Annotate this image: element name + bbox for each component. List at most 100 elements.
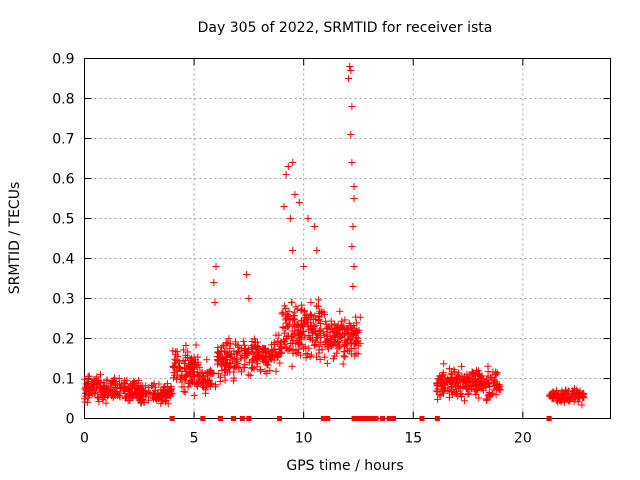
data-point [280, 338, 288, 346]
data-point [248, 364, 256, 372]
data-point [347, 332, 355, 340]
data-point [125, 385, 133, 393]
data-point [347, 131, 355, 138]
zero-marker [246, 416, 252, 421]
data-point [88, 390, 96, 398]
data-point [352, 313, 360, 321]
data-point [180, 364, 188, 372]
data-point [103, 383, 111, 391]
data-point [465, 390, 473, 398]
data-point [450, 366, 458, 374]
data-point [182, 341, 190, 349]
data-point [207, 366, 215, 374]
data-point [331, 338, 339, 346]
data-point [301, 318, 309, 326]
data-point [260, 358, 268, 366]
data-point [81, 375, 89, 383]
data-point [289, 312, 297, 320]
data-point [212, 263, 220, 270]
data-point [192, 341, 200, 349]
data-point [323, 359, 331, 367]
data-point [488, 390, 496, 398]
data-point [349, 223, 357, 230]
data-point [465, 378, 473, 386]
data-point [136, 392, 144, 400]
data-point [579, 394, 587, 402]
data-point [554, 391, 562, 399]
data-point [122, 393, 130, 401]
data-point [564, 394, 572, 402]
data-point [189, 378, 197, 386]
data-point [143, 389, 151, 397]
data-point [82, 380, 90, 388]
data-point [479, 386, 487, 394]
data-point [567, 394, 575, 402]
data-point [202, 385, 210, 393]
data-point [190, 391, 198, 399]
y-axis-label: SRMTID / TECUs [7, 182, 23, 295]
zero-marker [200, 416, 206, 421]
data-point [288, 362, 296, 370]
y-tick-label: 0.9 [52, 52, 74, 68]
data-point [490, 376, 498, 384]
data-point [471, 387, 479, 395]
data-point [435, 391, 443, 399]
data-point [295, 345, 303, 353]
data-point [553, 396, 561, 404]
data-point [172, 356, 180, 364]
data-point [449, 385, 457, 393]
data-point [182, 351, 190, 359]
data-point [137, 399, 145, 407]
data-point [122, 394, 130, 402]
y-tick-label: 0.7 [52, 132, 74, 148]
data-point [225, 344, 233, 352]
data-point [312, 353, 320, 361]
data-point [115, 380, 123, 388]
data-point [171, 355, 179, 363]
data-point [276, 359, 284, 367]
data-point [307, 298, 315, 306]
y-tick-label: 0 [66, 412, 75, 428]
data-point [322, 320, 330, 328]
data-point [472, 386, 480, 394]
data-point [184, 383, 192, 391]
data-point [243, 271, 251, 278]
data-point [221, 362, 229, 370]
data-point [545, 391, 553, 399]
data-point [258, 352, 266, 360]
data-point [333, 323, 341, 331]
data-point [295, 199, 303, 206]
data-point [554, 398, 562, 406]
data-point [271, 345, 279, 353]
data-point [464, 390, 472, 398]
data-point [151, 383, 159, 391]
data-point [252, 338, 260, 346]
data-point [160, 385, 168, 393]
data-point [151, 392, 159, 400]
data-point [307, 334, 315, 342]
data-point [439, 371, 447, 379]
data-point [355, 326, 363, 334]
data-point [170, 362, 178, 370]
plot-frame [84, 58, 611, 419]
data-point [164, 390, 172, 398]
data-point [475, 394, 483, 402]
data-point [244, 350, 252, 358]
data-point [354, 342, 362, 350]
data-point [221, 356, 229, 364]
data-point [82, 383, 90, 391]
data-point [455, 369, 463, 377]
data-point [229, 377, 237, 385]
data-point [466, 379, 474, 387]
data-point [347, 340, 355, 348]
data-point [225, 335, 233, 343]
data-point [126, 396, 134, 404]
data-point [350, 345, 358, 353]
data-point [457, 393, 465, 401]
data-point [204, 372, 212, 380]
data-point [437, 380, 445, 388]
data-point [145, 396, 153, 404]
data-point [116, 393, 124, 401]
data-point [444, 376, 452, 384]
data-point [441, 380, 449, 388]
